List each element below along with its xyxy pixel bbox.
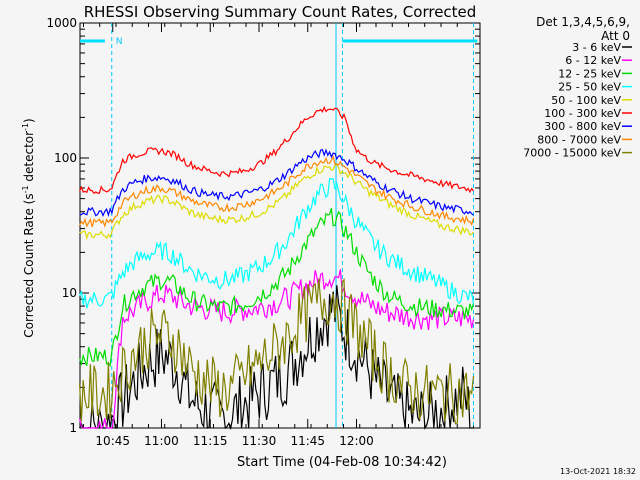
y-label-part: ) — [22, 118, 36, 123]
y-tick-label: 100 — [54, 151, 77, 165]
series-line — [79, 178, 475, 309]
series-line — [79, 154, 475, 229]
y-label-part: detector — [22, 131, 36, 186]
x-tick-label: 11:15 — [193, 434, 228, 448]
legend-header-line: Att 0 — [601, 29, 630, 43]
y-axis-label: Corrected Count Rate (s-1 detector-1) — [21, 118, 36, 337]
legend-label: 100 - 300 keV — [544, 107, 621, 120]
series-line — [79, 208, 475, 368]
legend-label: 7000 - 15000 keV — [523, 147, 621, 160]
legend-label: 12 - 25 keV — [558, 67, 621, 80]
y-label-sup: -1 — [21, 185, 30, 193]
legend-label: 25 - 50 keV — [558, 81, 621, 94]
series-line — [79, 269, 475, 429]
plot-frame — [79, 22, 481, 429]
x-tick-label: 10:45 — [95, 434, 130, 448]
series-line — [79, 105, 474, 195]
legend-label: 800 - 7000 keV — [537, 133, 621, 146]
plot-area: 1 10 100 1000 10:45 11:00 11:15 11:30 11:45 12:00… — [46, 16, 481, 448]
series-line — [79, 285, 474, 431]
y-tick-label: 1 — [69, 421, 77, 435]
legend-label: 300 - 800 keV — [544, 120, 621, 133]
y-label-part: Corrected Count Rate (s — [22, 193, 36, 337]
x-tick-label: 12:00 — [339, 434, 374, 448]
x-tick-label: 11:00 — [144, 434, 179, 448]
y-tick-label: 1000 — [46, 16, 77, 30]
legend-label: 6 - 12 keV — [565, 54, 621, 67]
series-line — [79, 278, 475, 425]
legend-label: 50 - 100 keV — [551, 94, 621, 107]
legend-label: 3 - 6 keV — [572, 41, 621, 54]
legend-header-line: Det 1,3,4,5,6,9, — [536, 15, 630, 29]
x-axis-label: Start Time (04-Feb-08 10:34:42) — [237, 455, 447, 470]
series-line — [79, 148, 474, 218]
chart-title: RHESSI Observing Summary Count Rates, Co… — [84, 3, 477, 21]
y-tick-label: 10 — [62, 286, 77, 300]
series-line — [79, 164, 474, 241]
x-tick-label: 11:30 — [242, 434, 277, 448]
x-tick-label: 11:45 — [290, 434, 325, 448]
y-label-sup: -1 — [21, 123, 30, 131]
timestamp: 13-Oct-2021 18:32 — [560, 467, 636, 476]
annotation-n: N — [116, 37, 123, 47]
